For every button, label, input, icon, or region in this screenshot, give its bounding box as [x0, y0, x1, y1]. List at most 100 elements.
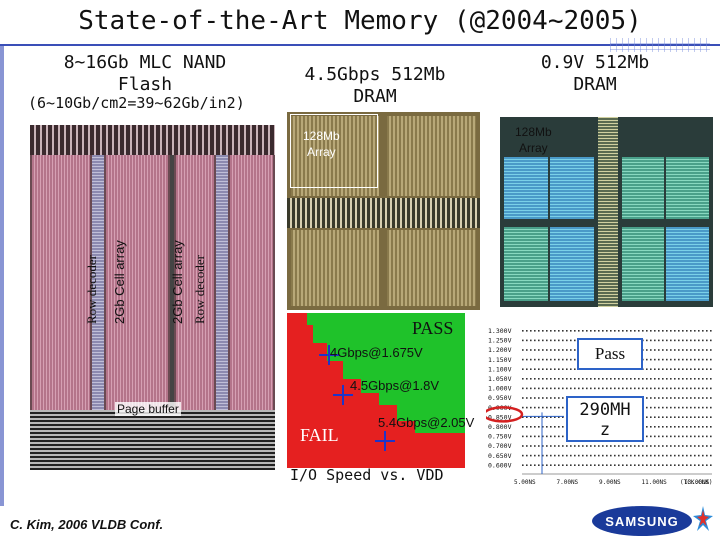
- tester-dot: [670, 387, 672, 390]
- tester-dot: [654, 330, 656, 332]
- tester-dot: [526, 349, 528, 351]
- tester-dot: [702, 454, 704, 457]
- tester-dot: [618, 445, 620, 447]
- tester-dot: [542, 397, 544, 399]
- shmoo-axis-caption: I/O Speed vs. VDD: [290, 466, 444, 484]
- tester-dot: [530, 416, 532, 418]
- dram09v-array-label-line2: Array: [519, 141, 548, 155]
- tester-dot: [534, 406, 536, 409]
- tester-dot: [570, 330, 572, 332]
- tester-dot: [578, 378, 580, 380]
- tester-dot: [650, 339, 652, 342]
- title-rule: [0, 44, 720, 46]
- tester-dot: [534, 387, 536, 390]
- tester-dot: [642, 464, 644, 466]
- tester-dot: [522, 339, 524, 342]
- tester-dot: [698, 454, 700, 457]
- tester-dot: [650, 387, 652, 390]
- tester-dot: [670, 445, 672, 447]
- tester-dot: [618, 378, 620, 380]
- tester-dot: [538, 406, 540, 409]
- tester-dot: [678, 387, 680, 390]
- dram512-array-br: [387, 230, 476, 306]
- tester-dot: [638, 464, 640, 466]
- tester-dot: [694, 358, 696, 361]
- tester-dot: [654, 445, 656, 447]
- dram512-array-label-line1: 128Mb: [303, 129, 340, 143]
- tester-dot: [578, 445, 580, 447]
- tester-dot: [706, 426, 708, 428]
- dram512-heading-line1: 4.5Gbps 512Mb: [304, 64, 446, 85]
- tester-dot: [694, 416, 696, 418]
- tester-dot: [554, 435, 556, 438]
- tester-dot: [590, 378, 592, 380]
- tester-dot: [602, 464, 604, 466]
- tester-dot: [574, 368, 576, 370]
- tester-dot: [534, 368, 536, 370]
- tester-dot: [570, 378, 572, 380]
- tester-dot: [670, 454, 672, 457]
- tester-dot: [554, 339, 556, 342]
- tester-dot: [574, 378, 576, 380]
- tester-y-label: 1.000V: [488, 385, 512, 393]
- tester-dot: [562, 387, 564, 390]
- tester-dot: [662, 339, 664, 342]
- tester-dot: [530, 368, 532, 370]
- tester-dot: [554, 406, 556, 409]
- tester-dot: [706, 387, 708, 390]
- tester-dot: [546, 435, 548, 438]
- tester-dot: [530, 387, 532, 390]
- tester-dot: [646, 445, 648, 447]
- tester-dot: [582, 378, 584, 380]
- tester-dot: [678, 426, 680, 428]
- tester-dot: [710, 454, 712, 457]
- tester-dot: [562, 358, 564, 361]
- tester-dot: [638, 454, 640, 457]
- tester-dot: [562, 349, 564, 351]
- tester-dot: [670, 397, 672, 399]
- tester-dot: [710, 435, 712, 438]
- tester-dot: [666, 406, 668, 409]
- tester-dot: [542, 339, 544, 342]
- tester-dot: [658, 435, 660, 438]
- tester-dot: [686, 339, 688, 342]
- tester-dot: [530, 445, 532, 447]
- tester-dot: [566, 464, 568, 466]
- tester-dot: [570, 339, 572, 342]
- tester-dot: [702, 426, 704, 428]
- title-rule-grid: [610, 38, 710, 52]
- tester-dot: [638, 445, 640, 447]
- tester-dot: [522, 435, 524, 438]
- tester-dot: [670, 330, 672, 332]
- tester-dot: [702, 435, 704, 438]
- tester-dot: [526, 464, 528, 466]
- tester-dot: [526, 416, 528, 418]
- nand-label-cell-array-right: 2Gb Cell array: [170, 240, 185, 324]
- tester-dot: [650, 454, 652, 457]
- tester-dot: [694, 330, 696, 332]
- tester-dot: [690, 330, 692, 332]
- tester-dot: [658, 330, 660, 332]
- tester-dot: [566, 368, 568, 370]
- tester-dot: [542, 464, 544, 466]
- tester-dot: [606, 330, 608, 332]
- tester-dot: [614, 330, 616, 332]
- tester-dot: [674, 358, 676, 361]
- tester-dot: [650, 358, 652, 361]
- tester-dot: [538, 445, 540, 447]
- tester-dot: [662, 454, 664, 457]
- tester-dot: [702, 378, 704, 380]
- tester-dot: [546, 349, 548, 351]
- tester-dot: [674, 435, 676, 438]
- tester-dot: [678, 464, 680, 466]
- tester-dot: [558, 397, 560, 399]
- dram512-array-highlight: [290, 114, 378, 188]
- dram512-array-tl: [291, 116, 379, 196]
- tester-dot: [666, 387, 668, 390]
- tester-dot: [686, 378, 688, 380]
- tester-dot: [550, 445, 552, 447]
- tester-dot: [546, 426, 548, 428]
- tester-dot: [670, 406, 672, 409]
- dram512-die-photo: [287, 112, 480, 310]
- tester-dot: [678, 358, 680, 361]
